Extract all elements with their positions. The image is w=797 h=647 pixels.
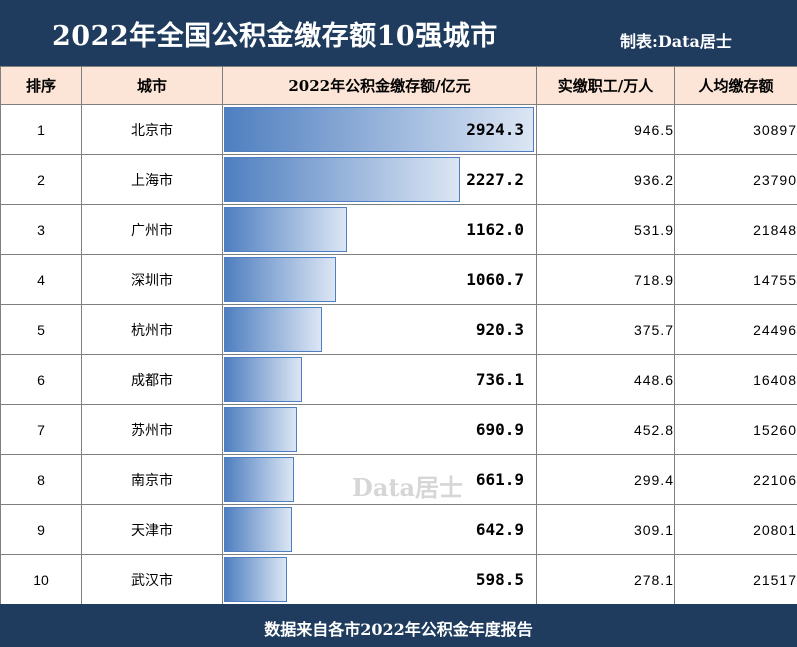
table-row: 9 天津市 642.9 309.1 20801 xyxy=(0,504,797,555)
amount-value-label: 1060.7 xyxy=(466,270,524,289)
amount-cell: 1162.0 xyxy=(222,204,537,255)
city-cell: 广州市 xyxy=(81,204,223,255)
column-header-amount: 2022年公积金缴存额/亿元 xyxy=(222,66,537,105)
header-bar: 2022年全国公积金缴存额10强城市 制表:Data居士 xyxy=(0,0,797,66)
column-header-row: 排序 城市 2022年公积金缴存额/亿元 实缴职工/万人 人均缴存额 xyxy=(0,66,797,105)
amount-cell: 2924.3 xyxy=(222,104,537,155)
amount-value-label: 2924.3 xyxy=(466,120,524,139)
per-capita-cell: 23790 xyxy=(674,154,797,205)
source-note: 数据来自各市2022年公积金年度报告 xyxy=(264,620,533,639)
workers-cell: 278.1 xyxy=(536,554,675,605)
rank-cell: 6 xyxy=(0,354,82,405)
amount-cell: 1060.7 xyxy=(222,254,537,305)
rank-cell: 2 xyxy=(0,154,82,205)
table-row: 1 北京市 2924.3 946.5 30897 xyxy=(0,104,797,155)
amount-bar xyxy=(224,507,292,552)
per-capita-cell: 15260 xyxy=(674,404,797,455)
per-capita-cell: 30897 xyxy=(674,104,797,155)
amount-value-label: 736.1 xyxy=(475,370,524,389)
per-capita-cell: 22106 xyxy=(674,454,797,505)
workers-cell: 452.8 xyxy=(536,404,675,455)
table-row: 6 成都市 736.1 448.6 16408 xyxy=(0,354,797,405)
city-cell: 成都市 xyxy=(81,354,223,405)
amount-bar xyxy=(224,257,336,302)
amount-cell: 690.9 xyxy=(222,404,537,455)
per-capita-cell: 21848 xyxy=(674,204,797,255)
amount-bar xyxy=(224,307,322,352)
table-row: 2 上海市 2227.2 936.2 23790 xyxy=(0,154,797,205)
amount-cell: 736.1 xyxy=(222,354,537,405)
workers-cell: 448.6 xyxy=(536,354,675,405)
amount-cell: 661.9 xyxy=(222,454,537,505)
rank-cell: 8 xyxy=(0,454,82,505)
amount-value-label: 642.9 xyxy=(475,520,524,539)
city-cell: 上海市 xyxy=(81,154,223,205)
column-header-per-capita: 人均缴存额 xyxy=(674,66,797,105)
amount-value-label: 661.9 xyxy=(475,470,524,489)
table-row: 3 广州市 1162.0 531.9 21848 xyxy=(0,204,797,255)
amount-value-label: 1162.0 xyxy=(466,220,524,239)
amount-bar xyxy=(224,357,302,402)
amount-value-label: 598.5 xyxy=(475,570,524,589)
table-row: 4 深圳市 1060.7 718.9 14755 xyxy=(0,254,797,305)
table-body: 1 北京市 2924.3 946.5 30897 2 上海市 2227.2 936.2 23790… xyxy=(0,104,797,605)
amount-cell: 642.9 xyxy=(222,504,537,555)
amount-bar xyxy=(224,557,287,602)
city-cell: 苏州市 xyxy=(81,404,223,455)
credit-label: 制表:Data居士 xyxy=(620,32,732,51)
rank-cell: 3 xyxy=(0,204,82,255)
amount-cell: 920.3 xyxy=(222,304,537,355)
workers-cell: 309.1 xyxy=(536,504,675,555)
rank-cell: 5 xyxy=(0,304,82,355)
city-cell: 北京市 xyxy=(81,104,223,155)
amount-cell: 2227.2 xyxy=(222,154,537,205)
table-row: 8 南京市 661.9 299.4 22106 xyxy=(0,454,797,505)
amount-cell: 598.5 xyxy=(222,554,537,605)
amount-value-label: 2227.2 xyxy=(466,170,524,189)
data-table: 排序 城市 2022年公积金缴存额/亿元 实缴职工/万人 人均缴存额 1 北京市 2… xyxy=(0,66,797,605)
column-header-workers: 实缴职工/万人 xyxy=(536,66,675,105)
amount-bar xyxy=(224,157,460,202)
per-capita-cell: 21517 xyxy=(674,554,797,605)
column-header-rank: 排序 xyxy=(0,66,82,105)
table-row: 5 杭州市 920.3 375.7 24496 xyxy=(0,304,797,355)
per-capita-cell: 24496 xyxy=(674,304,797,355)
footer-bar: 数据来自各市2022年公积金年度报告 xyxy=(0,604,797,647)
rank-cell: 9 xyxy=(0,504,82,555)
amount-bar xyxy=(224,457,294,502)
rank-cell: 7 xyxy=(0,404,82,455)
amount-bar xyxy=(224,107,534,152)
city-cell: 南京市 xyxy=(81,454,223,505)
amount-value-label: 920.3 xyxy=(475,320,524,339)
column-header-city: 城市 xyxy=(81,66,223,105)
per-capita-cell: 14755 xyxy=(674,254,797,305)
rank-cell: 10 xyxy=(0,554,82,605)
workers-cell: 531.9 xyxy=(536,204,675,255)
city-cell: 天津市 xyxy=(81,504,223,555)
workers-cell: 946.5 xyxy=(536,104,675,155)
city-cell: 深圳市 xyxy=(81,254,223,305)
workers-cell: 299.4 xyxy=(536,454,675,505)
chart-title: 2022年全国公积金缴存额10强城市 xyxy=(52,21,498,52)
rank-cell: 4 xyxy=(0,254,82,305)
table-row: 7 苏州市 690.9 452.8 15260 xyxy=(0,404,797,455)
per-capita-cell: 20801 xyxy=(674,504,797,555)
amount-bar xyxy=(224,207,347,252)
amount-bar xyxy=(224,407,297,452)
table-row: 10 武汉市 598.5 278.1 21517 xyxy=(0,554,797,605)
per-capita-cell: 16408 xyxy=(674,354,797,405)
workers-cell: 375.7 xyxy=(536,304,675,355)
city-cell: 武汉市 xyxy=(81,554,223,605)
workers-cell: 936.2 xyxy=(536,154,675,205)
amount-value-label: 690.9 xyxy=(475,420,524,439)
city-cell: 杭州市 xyxy=(81,304,223,355)
workers-cell: 718.9 xyxy=(536,254,675,305)
rank-cell: 1 xyxy=(0,104,82,155)
